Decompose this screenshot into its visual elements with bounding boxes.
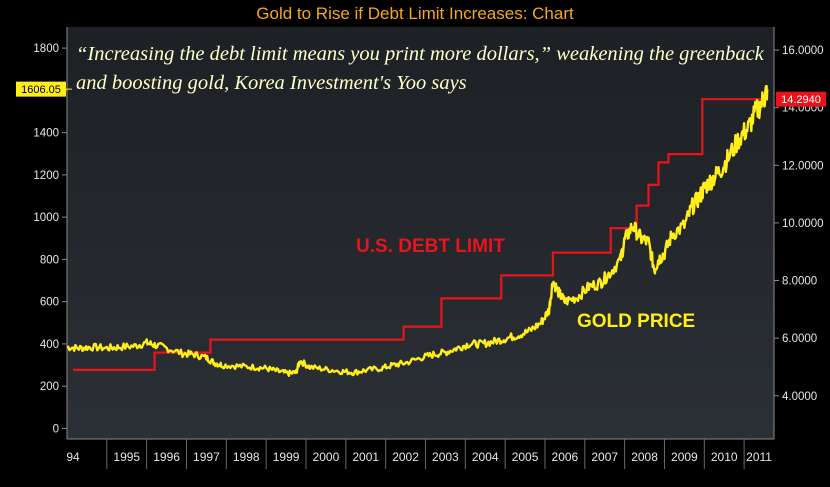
y-left-tick-label: 1400: [33, 128, 59, 140]
x-tick-label: 2001: [352, 450, 379, 464]
quote-annotation: “Increasing the debt limit means you pri…: [76, 43, 764, 94]
x-tick-label: 2003: [432, 450, 459, 464]
y-right-tick-label: 12.0000: [782, 160, 824, 172]
x-tick-label: 1996: [153, 450, 180, 464]
x-tick-label: 1999: [273, 450, 300, 464]
y-left-tick-label: 200: [40, 381, 59, 393]
y-left-tick-label: 1000: [33, 212, 59, 224]
y-left-tick-label: 600: [40, 297, 59, 309]
debt-limit-label: U.S. DEBT LIMIT: [356, 236, 505, 257]
x-tick-label: 1997: [193, 450, 220, 464]
y-left-tick-label: 1200: [33, 170, 59, 182]
x-tick-label: 1998: [233, 450, 260, 464]
gold-price-line: [66, 84, 769, 377]
y-left-tick-label: 0: [53, 423, 59, 435]
gold-last-value-label: 1606.05: [21, 84, 61, 96]
debt-last-value-label: 14.2940: [781, 94, 821, 106]
debt-limit-line: [73, 98, 768, 371]
chart-title: Gold to Rise if Debt Limit Increases: Ch…: [256, 4, 574, 23]
y-right-tick-label: 16.0000: [782, 45, 824, 57]
x-tick-label: 1995: [113, 450, 140, 464]
plot-background: [67, 27, 774, 439]
x-tick-label: 2004: [472, 450, 499, 464]
debt-last-value-box: [776, 91, 826, 107]
x-tick-label: 2005: [512, 450, 539, 464]
y-right-tick-label: 4.0000: [782, 391, 817, 403]
x-tick-label: 2006: [552, 450, 579, 464]
x-tick-label: 2011: [746, 450, 772, 464]
y-right-tick-label: 10.0000: [782, 218, 824, 230]
x-tick-label: 2010: [711, 450, 738, 464]
x-tick-label: 94: [66, 450, 80, 464]
x-tick-label: 2009: [671, 450, 698, 464]
series-layer: [66, 84, 769, 377]
x-tick-label: 2007: [591, 450, 618, 464]
y-axis-right: 4.00006.00008.000010.000012.000014.00001…: [773, 27, 824, 439]
x-tick-label: 2008: [631, 450, 658, 464]
x-tick-label: 2002: [392, 450, 419, 464]
gold-price-label: GOLD PRICE: [577, 311, 696, 332]
y-left-tick-label: 1800: [33, 43, 59, 55]
y-right-tick-label: 8.0000: [782, 276, 817, 288]
y-axis-left: 020040060080010001200140016001800: [33, 27, 68, 439]
y-left-tick-label: 400: [40, 339, 59, 351]
x-tick-label: 2000: [313, 450, 340, 464]
last-value-labels: 1606.05 14.2940: [16, 81, 826, 107]
y-left-tick-label: 800: [40, 254, 59, 266]
x-axis: 94 1995 1996 1997 1998 1999 2000 2001 2002 2003 20…: [66, 438, 774, 469]
y-right-tick-label: 6.0000: [782, 333, 817, 345]
gold-last-value-box: [16, 81, 66, 97]
